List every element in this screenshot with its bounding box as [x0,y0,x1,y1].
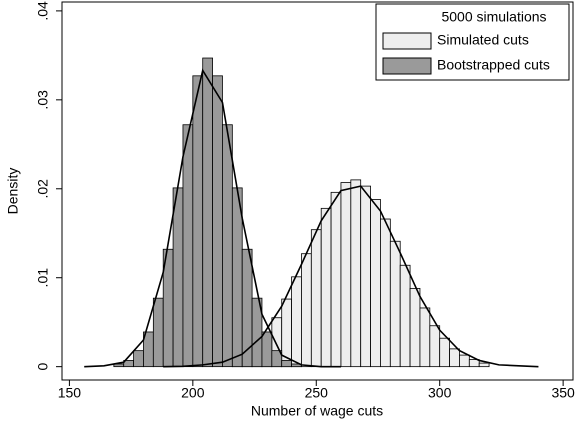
histogram-bar [360,185,371,368]
histogram-bar [192,75,204,368]
histogram-bar [468,359,480,368]
histogram-bar [389,240,401,368]
legend-swatch [382,57,432,75]
y-axis-title: Density [5,168,21,215]
histogram-bar [301,253,312,368]
density-curve [84,68,341,368]
histogram-bar [310,229,322,368]
y-tick-label: .03 [35,90,51,110]
x-axis-title: Number of wage cuts [251,403,383,419]
histogram-bar [380,218,391,368]
x-tick-label: 350 [551,385,575,401]
histogram-bar [172,187,184,368]
histogram-bar [439,337,450,368]
y-tick-label: .02 [35,179,51,199]
histogram-bar [182,124,194,368]
histogram-bar [370,199,381,368]
histogram-bar [399,264,411,368]
histogram-bar [449,348,460,368]
histogram-bar [340,182,352,368]
x-tick-label: 250 [305,385,329,401]
histogram-bar [271,350,283,368]
x-tick-label: 300 [428,385,452,401]
histogram-bar [291,276,302,368]
x-tick-label: 150 [58,385,82,401]
histogram-bar [429,325,441,368]
histogram-bar [409,287,421,368]
histogram-bar [133,350,144,368]
histogram-bar [202,57,213,368]
legend-swatch [382,32,432,50]
histogram-bar [350,179,362,368]
legend-label: Bootstrapped cuts [437,57,550,73]
histogram-bar [320,207,332,368]
legend-title: 5000 simulations [441,9,546,25]
histogram-bar [281,360,292,368]
legend-label: Simulated cuts [437,32,529,48]
histogram-bar [231,187,243,368]
histogram-bar [261,331,273,368]
density-curve [163,185,539,368]
histogram-bar [152,297,164,368]
x-tick-label: 200 [181,385,205,401]
y-tick-label: .04 [35,1,51,21]
histogram-bar [330,191,342,368]
y-tick-label: .01 [35,268,51,288]
histogram-bar [212,75,223,368]
histogram-bar [419,307,431,368]
histogram-bar [478,362,490,368]
histogram-bar [459,354,470,368]
y-tick-label: 0 [35,363,51,371]
histogram-bar [222,124,233,368]
